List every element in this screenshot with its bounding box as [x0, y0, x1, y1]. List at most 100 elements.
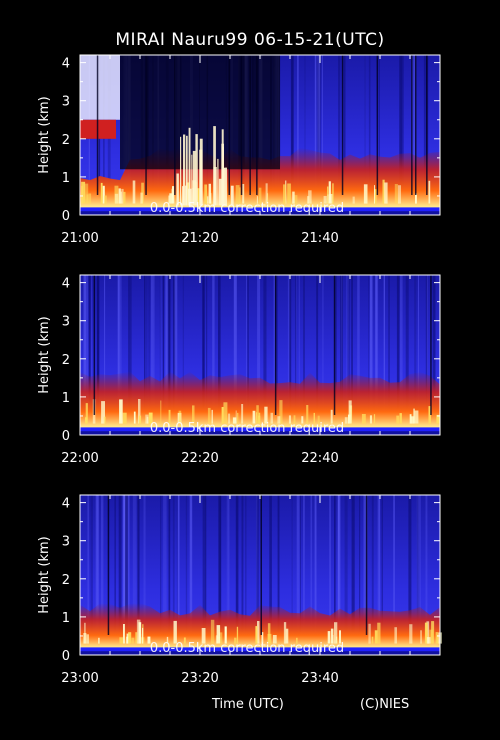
bright-echo — [272, 635, 277, 644]
bright-echo — [84, 622, 86, 644]
dark-streak — [333, 275, 336, 415]
y-tick-label: 3 — [62, 95, 70, 110]
convective-plume — [192, 150, 196, 206]
bright-echo — [285, 628, 289, 644]
bright-echo — [283, 184, 287, 204]
texture-streak — [405, 275, 409, 413]
bright-echo — [224, 626, 227, 644]
bright-echo — [85, 403, 88, 424]
bright-echo — [339, 630, 341, 644]
texture-streak — [167, 275, 171, 413]
bright-echo — [234, 637, 237, 644]
correction-annotation: 0.0-0.5km correction required — [150, 641, 344, 656]
bright-echo — [84, 183, 89, 204]
texture-streak — [425, 275, 428, 413]
bright-echo — [228, 413, 231, 424]
bright-echo — [118, 188, 121, 204]
dark-streak — [240, 55, 243, 195]
y-tick-label: 0 — [62, 429, 70, 444]
bright-echo — [292, 191, 295, 204]
bright-echo — [258, 187, 262, 204]
texture-streak — [414, 275, 417, 413]
texture-streak — [212, 275, 215, 413]
bright-echo — [294, 195, 298, 204]
texture-streak — [245, 495, 247, 633]
texture-streak — [273, 275, 276, 413]
convective-plume — [217, 158, 219, 206]
texture-streak — [127, 495, 130, 633]
x-axis-label: Time (UTC) — [212, 697, 284, 712]
bright-echo — [313, 412, 315, 424]
texture-streak — [114, 495, 116, 633]
bright-echo — [328, 181, 331, 204]
texture-streak — [233, 275, 237, 413]
texture-streak — [298, 275, 300, 413]
texture-streak — [84, 275, 87, 413]
texture-streak — [97, 275, 100, 413]
bright-echo — [206, 196, 209, 204]
y-axis-label: Height (km) — [37, 316, 52, 393]
texture-streak — [303, 495, 305, 633]
texture-streak — [416, 495, 420, 633]
bright-echo — [119, 399, 123, 424]
texture-streak — [378, 495, 381, 633]
texture-streak — [378, 55, 380, 193]
texture-streak — [383, 275, 385, 413]
bright-echo — [123, 191, 126, 204]
bright-echo — [261, 632, 264, 644]
correction-annotation: 0.0-0.5km correction required — [150, 421, 344, 436]
bright-echo — [257, 621, 260, 644]
texture-streak — [375, 275, 378, 413]
bright-echo — [371, 636, 374, 644]
texture-streak — [359, 495, 361, 633]
bright-echo — [173, 620, 177, 644]
texture-streak — [154, 275, 155, 413]
bright-echo — [399, 413, 402, 424]
bright-echo — [394, 627, 397, 644]
bright-echo — [166, 636, 169, 644]
bright-echo — [85, 417, 88, 424]
bright-echo — [435, 632, 439, 644]
texture-streak — [310, 495, 313, 633]
texture-streak — [341, 275, 343, 413]
texture-streak — [396, 275, 400, 413]
bright-echo — [411, 416, 415, 424]
bright-echo — [374, 189, 377, 204]
bright-echo — [131, 637, 135, 644]
bright-echo — [103, 195, 107, 204]
texture-streak — [317, 55, 319, 193]
texture-streak — [314, 55, 317, 193]
convective-plume — [195, 134, 198, 206]
texture-streak — [132, 495, 135, 633]
texture-streak — [119, 275, 122, 413]
bright-echo — [308, 190, 312, 204]
texture-streak — [137, 495, 140, 633]
dark-streak — [411, 55, 413, 195]
dark-streak — [228, 55, 230, 195]
texture-streak — [351, 275, 353, 413]
texture-streak — [400, 275, 403, 413]
texture-streak — [165, 275, 168, 413]
bright-echo — [329, 194, 333, 204]
dark-streak — [415, 55, 417, 195]
bright-echo — [323, 196, 327, 204]
bright-echo — [236, 626, 239, 644]
bright-echo — [394, 184, 398, 204]
texture-streak — [162, 275, 164, 413]
texture-streak — [148, 275, 150, 413]
y-tick-label: 0 — [62, 649, 70, 664]
bright-echo — [363, 184, 368, 204]
bright-echo — [348, 400, 352, 424]
bright-echo — [171, 188, 173, 204]
texture-streak — [346, 275, 350, 413]
texture-streak — [381, 495, 383, 633]
texture-streak — [125, 495, 128, 633]
bright-echo — [135, 632, 138, 644]
texture-streak — [202, 275, 205, 413]
bright-echo — [436, 414, 440, 424]
bright-echo — [204, 184, 207, 204]
bright-echo — [415, 193, 417, 204]
bright-echo — [301, 416, 304, 424]
texture-streak — [228, 495, 230, 633]
